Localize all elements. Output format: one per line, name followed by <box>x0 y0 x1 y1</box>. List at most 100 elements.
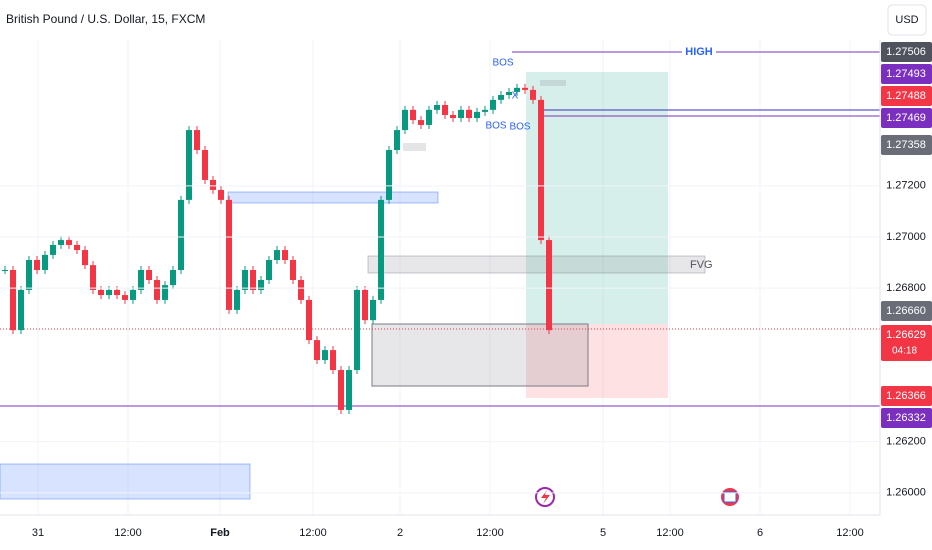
candle <box>154 279 160 300</box>
currency-button[interactable] <box>887 4 927 36</box>
candle <box>426 109 432 125</box>
price-tag-label: 1.27358 <box>886 139 926 151</box>
axes: 1.27200 1.27000 1.26800 1.26200 1.26000 1.275… <box>0 42 932 539</box>
bos-label: BOS <box>509 122 530 133</box>
candle <box>26 260 32 290</box>
price-tick-label: 1.27000 <box>886 231 926 243</box>
candle <box>170 270 176 286</box>
candle <box>394 130 400 151</box>
candle <box>282 250 288 261</box>
small-zone <box>403 143 426 151</box>
candle <box>330 350 336 371</box>
candle <box>98 289 104 296</box>
candle <box>490 99 496 110</box>
candle <box>402 109 408 131</box>
price-tick-label: 1.26800 <box>886 282 926 294</box>
candle <box>370 299 376 321</box>
candle <box>194 130 200 151</box>
candle <box>530 89 536 100</box>
event-icon-bolt <box>541 490 550 504</box>
time-tick-label: 12:00 <box>656 527 684 539</box>
time-tick-label: Feb <box>210 527 230 539</box>
candle <box>474 111 480 119</box>
candle <box>266 260 272 280</box>
candle <box>234 289 240 310</box>
time-tick-label: 12:00 <box>114 527 142 539</box>
candle <box>50 244 56 255</box>
candle <box>242 270 248 290</box>
candle <box>162 285 168 300</box>
candles <box>2 83 552 414</box>
price-tag <box>881 135 932 155</box>
price-tag <box>881 408 932 428</box>
candle <box>66 240 72 245</box>
time-tick-label: 31 <box>32 527 44 539</box>
candle <box>74 244 80 251</box>
candle <box>522 87 528 90</box>
candle <box>82 250 88 266</box>
candle <box>274 250 280 261</box>
candle <box>202 150 208 180</box>
flag-icon <box>723 491 737 503</box>
price-tag-label: 1.26332 <box>886 412 926 424</box>
candle <box>178 199 184 271</box>
candle <box>298 279 304 300</box>
time-tick-label: 2 <box>397 527 403 539</box>
candle <box>362 289 368 321</box>
price-tag <box>881 325 932 361</box>
price-tag <box>881 301 932 321</box>
candle <box>458 109 464 119</box>
currency-label[interactable]: USD <box>895 14 918 26</box>
candle <box>466 109 472 119</box>
candle <box>226 199 232 310</box>
price-tag <box>881 386 932 406</box>
candle <box>410 109 416 121</box>
candle <box>210 179 216 190</box>
candle <box>434 104 440 110</box>
candle <box>354 289 360 371</box>
price-tag-label: 1.26629 <box>886 329 926 341</box>
candle <box>546 240 552 331</box>
candle <box>106 289 112 296</box>
candle <box>250 270 256 290</box>
candle <box>146 270 152 280</box>
fvg-label: FVG <box>690 259 713 271</box>
time-tick-label: 12:00 <box>299 527 327 539</box>
price-tick-label: 1.26000 <box>886 487 926 499</box>
price-tag <box>881 64 932 84</box>
fvg-zone <box>367 255 706 274</box>
high-label: HIGH <box>685 46 713 58</box>
price-tag <box>881 108 932 128</box>
candle <box>338 370 344 410</box>
bos-label: BOS <box>485 121 506 132</box>
candle <box>450 114 456 119</box>
candle <box>18 289 24 331</box>
price-tag <box>881 86 932 106</box>
candle <box>386 150 392 200</box>
candle <box>378 199 384 300</box>
candle <box>314 340 320 361</box>
candle <box>514 87 520 92</box>
order-block <box>227 191 439 204</box>
candle <box>218 189 224 200</box>
demand-zone <box>371 323 589 387</box>
candle <box>346 370 352 410</box>
order-block <box>0 463 251 500</box>
price-tick-label: 1.26200 <box>886 436 926 448</box>
time-tick-label: 5 <box>600 527 606 539</box>
candle <box>122 295 128 300</box>
candle <box>538 99 544 241</box>
grid <box>37 40 851 515</box>
time-tick-label: 12:00 <box>476 527 504 539</box>
candle <box>258 279 264 290</box>
candle <box>34 260 40 271</box>
price-tag-label: 1.27469 <box>886 112 926 124</box>
price-tag-label: 1.26366 <box>886 390 926 402</box>
price-tag-countdown: 04:18 <box>892 346 917 357</box>
price-tag-label: 1.26660 <box>886 305 926 317</box>
price-tag <box>881 42 932 62</box>
price-tag-label: 1.27488 <box>886 90 926 102</box>
candle <box>322 350 328 361</box>
